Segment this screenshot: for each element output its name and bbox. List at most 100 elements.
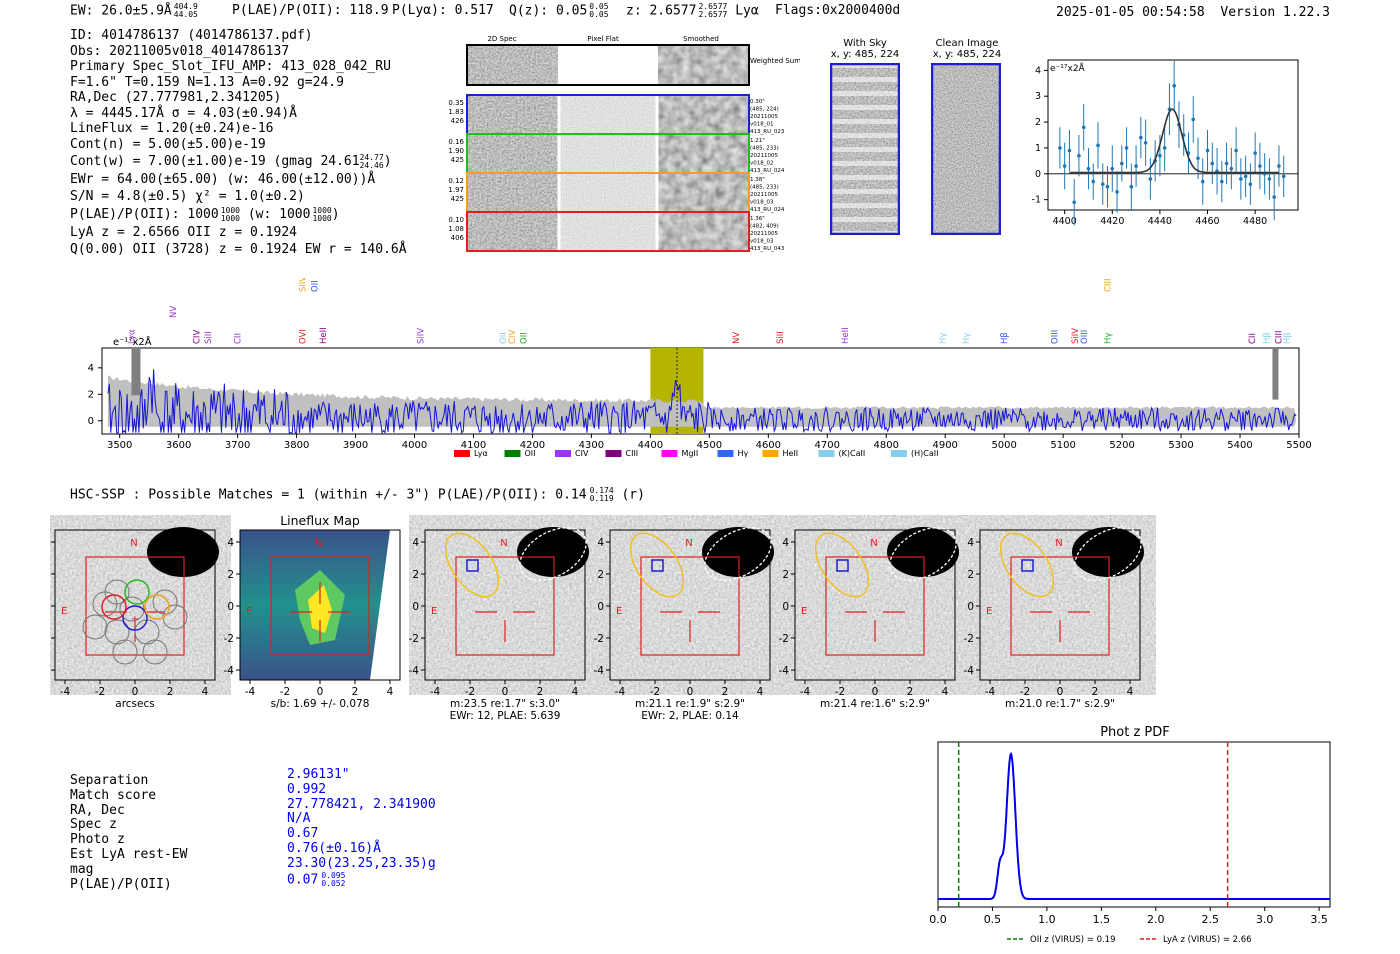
match-labels: Separation Match score RA, Dec Spec z Photo … bbox=[70, 773, 187, 892]
ew-lo: 44.05 bbox=[173, 10, 198, 19]
cutout-right-4-4: 413_RU_043 bbox=[750, 246, 785, 252]
z-hi: 2.6577 bbox=[698, 2, 728, 11]
spec-xtick-label: 3500 bbox=[107, 440, 132, 451]
match-value: 0.67 bbox=[287, 826, 319, 842]
with-sky-image bbox=[829, 62, 901, 236]
legend-swatch bbox=[661, 450, 678, 457]
hsc-xtick-label: 0 bbox=[317, 686, 324, 698]
line-fit-plot: e⁻¹⁷x2Å 4400 4420 4440 4460 4480 4 3 2 1 0 -1 bbox=[1030, 55, 1320, 235]
fit-point bbox=[1058, 146, 1062, 150]
match-label: Match score bbox=[70, 787, 157, 803]
legend-oii-label: OII z (VIRUS) = 0.19 bbox=[1030, 935, 1116, 945]
hsc-xtick-label: -2 bbox=[465, 686, 475, 698]
legend-label: Hγ bbox=[738, 449, 749, 458]
hsc-xtick-label: 2 bbox=[537, 686, 544, 698]
hsc-xtick-label: 4 bbox=[387, 686, 394, 698]
legend-label: (H)CaII bbox=[911, 449, 938, 458]
ew-hi: 404.9 bbox=[173, 2, 198, 11]
photz-xtick-label: 2.5 bbox=[1201, 913, 1219, 926]
spec-mask-right bbox=[1272, 348, 1279, 400]
hsc-caption-2: EWr: 12, PLAE: 5.639 bbox=[450, 710, 561, 722]
hsc-caption: m:23.5 re:1.7" s:3.0" bbox=[450, 698, 560, 710]
hsc-xtick-label: -4 bbox=[430, 686, 441, 698]
info-block: ID: 4014786137 (4014786137.pdf) Obs: 202… bbox=[70, 28, 407, 258]
header-flags: Flags:0x2000400d bbox=[775, 3, 901, 18]
fit-point bbox=[1220, 179, 1224, 184]
cutout-right-1-1: (485, 224) bbox=[750, 107, 779, 113]
fit-xtick-label: 4480 bbox=[1243, 216, 1267, 227]
match-value: 0.992 bbox=[287, 781, 327, 797]
hsc-title: HSC-SSP : Possible Matches = 1 (within +… bbox=[70, 487, 645, 503]
aperture-box bbox=[455, 556, 555, 656]
fit-point bbox=[1143, 140, 1148, 145]
cutout-left-4-0: 0.10 bbox=[448, 216, 464, 224]
spec-xtick-label: 4800 bbox=[874, 440, 899, 451]
legend-swatch bbox=[555, 450, 571, 457]
spec-line-label: OII bbox=[520, 332, 530, 344]
photz-xtick-label: 2.0 bbox=[1147, 913, 1165, 926]
fit-xtick-label: 4460 bbox=[1195, 216, 1219, 227]
hsc-ytick-label: 2 bbox=[967, 569, 974, 581]
source-ellipse bbox=[444, 532, 500, 598]
spec-line-label: SiIV bbox=[1071, 328, 1081, 344]
hsc-xtick-label: 0 bbox=[1057, 686, 1064, 698]
hsc-ytick-label: 0 bbox=[782, 601, 789, 613]
cutout-left-1-2: 426 bbox=[451, 117, 465, 125]
photz-axes bbox=[937, 741, 1331, 908]
fit-point bbox=[1253, 151, 1257, 155]
compass-e: E bbox=[986, 606, 992, 617]
cutout-2d-1 bbox=[468, 96, 558, 133]
hsc-panel-title: HSC SSP(25.5) z bbox=[1009, 513, 1111, 528]
spec-mask-left bbox=[131, 348, 141, 396]
spec-xtick-label: 5300 bbox=[1168, 440, 1193, 451]
hsc-panel-4: HSC SSP(26.4) r N E -4 -4 -2 -2 0 0 2 2 4 4 m:21.1 re… bbox=[594, 513, 774, 722]
photz-xtick-label: 1.0 bbox=[1038, 913, 1056, 926]
hsc-panel-2: Lineflux Map N E -4 -4 -2 -2 0 0 2 2 4 4 s/b: 1.69 +/… bbox=[224, 513, 401, 710]
match-label: Photo z bbox=[70, 832, 125, 848]
fit-point bbox=[1162, 146, 1167, 150]
cutout-frame-4 bbox=[466, 211, 750, 252]
info-fwhm: F=1.6" T=0.159 N=1.13 A=0.92 g=24.9 bbox=[70, 74, 344, 90]
fit-point bbox=[1139, 135, 1143, 140]
fit-point bbox=[1224, 161, 1229, 166]
hsc-ytick-label: 4 bbox=[227, 537, 234, 549]
hsc-ytick-label: -2 bbox=[779, 633, 789, 645]
hsc-panels: Fiber Positions N E + -4 -4 -2 -2 0 0 2 2 4 4 arcsecs L… bbox=[39, 510, 1160, 725]
spec-xtick-label: 4700 bbox=[815, 440, 840, 451]
header-z: z: 2.6577 2.6577 2.6577 Lyα bbox=[626, 3, 759, 19]
hsc-ytick-label: 4 bbox=[412, 537, 419, 549]
bright-source bbox=[887, 527, 959, 577]
ew-value: EW: 26.0±5.9Å bbox=[70, 3, 172, 19]
fit-ytick-label: 2 bbox=[1035, 117, 1041, 128]
fiber-circle bbox=[82, 614, 108, 640]
cutout-right-4-2: 20211005 bbox=[750, 231, 778, 237]
cutout-right-4-0: 1.36" bbox=[750, 216, 765, 222]
cutout-right-1-4: 413_RU_023 bbox=[750, 129, 785, 135]
fit-point bbox=[1196, 156, 1200, 161]
plae-w: (w: 1000 bbox=[247, 207, 311, 222]
hsc-panel-5: HSC SSP(26.4) i N E -4 -4 -2 -2 0 0 2 2 4 4 m:21.4 re… bbox=[779, 513, 959, 710]
fit-point bbox=[1067, 148, 1072, 153]
spec-xtick-label: 3900 bbox=[343, 440, 368, 451]
spec-flux-line bbox=[107, 369, 1297, 435]
cutout-right-2-4: 413_RU_024 bbox=[750, 168, 785, 174]
match-label: Spec z bbox=[70, 817, 117, 833]
hsc-xtick-label: 4 bbox=[942, 686, 949, 698]
compass-n: N bbox=[500, 538, 507, 549]
hsc-ytick-label: 2 bbox=[782, 569, 789, 581]
fit-gaussian-curve bbox=[1069, 108, 1279, 174]
spec-xtick-label: 4100 bbox=[461, 440, 486, 451]
spec-error-envelope-low bbox=[107, 420, 1297, 427]
cutout-right-1-2: 20211005 bbox=[750, 114, 778, 120]
hsc-ytick-label: -2 bbox=[224, 633, 234, 645]
fit-point bbox=[1115, 190, 1119, 194]
spec-line-label: Hγ bbox=[938, 333, 948, 344]
legend-label: CIII bbox=[626, 449, 639, 458]
contw-end: ) bbox=[383, 154, 392, 169]
match-plae-lo: 0.052 bbox=[321, 878, 346, 888]
cutout-left-4-2: 406 bbox=[451, 234, 465, 242]
spec-xtick-label: 5200 bbox=[1109, 440, 1134, 451]
col-2d-label: 2D Spec bbox=[487, 35, 516, 43]
